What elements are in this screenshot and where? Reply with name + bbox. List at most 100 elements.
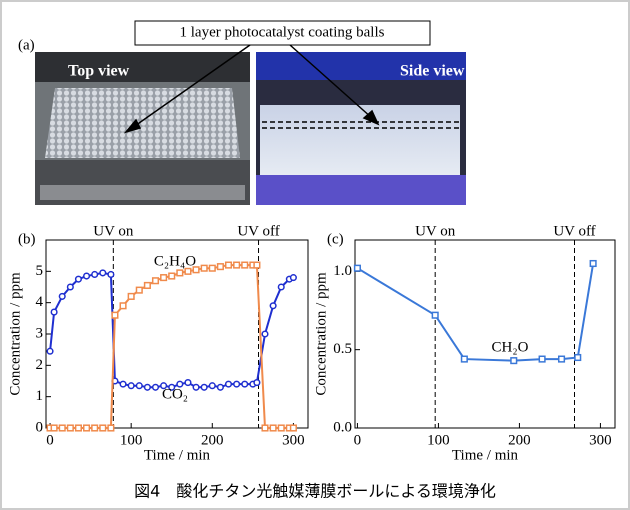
panel-label: (a) — [18, 37, 35, 53]
x-tick-label: 100 — [427, 432, 450, 448]
x-axis-label: Time / min — [452, 447, 519, 463]
point — [153, 278, 159, 284]
point — [254, 380, 260, 386]
point — [193, 267, 199, 273]
point — [145, 384, 151, 390]
point — [575, 355, 581, 361]
x-tick-label: 0 — [354, 432, 362, 448]
x-tick-label: 200 — [508, 432, 531, 448]
point — [100, 270, 106, 276]
y-tick-label: 5 — [36, 263, 44, 279]
y-axis-label: Concentration / ppm — [7, 272, 23, 396]
point — [51, 309, 57, 315]
point — [68, 425, 74, 431]
point — [193, 384, 199, 390]
y-tick-label: 2 — [36, 357, 44, 373]
callout: 1 layer photocatalyst coating balls — [180, 24, 385, 40]
point — [201, 265, 207, 271]
point — [226, 262, 232, 268]
y-tick-label: 0 — [36, 419, 44, 435]
point — [432, 312, 438, 318]
x-axis-label: Time / min — [144, 447, 211, 463]
point — [262, 425, 268, 431]
point — [209, 265, 215, 271]
photo-label: Side view — [400, 63, 465, 80]
point — [355, 265, 361, 271]
point — [242, 381, 248, 387]
y-axis-label: Concentration / ppm — [313, 272, 329, 396]
point — [100, 425, 106, 431]
y-tick-label: 1 — [36, 388, 44, 404]
point — [226, 381, 232, 387]
x-tick-label: 300 — [589, 432, 612, 448]
series-label: CO₂ — [162, 386, 188, 402]
point — [177, 270, 183, 276]
point — [128, 294, 134, 300]
panel-label: (b) — [18, 231, 36, 247]
photo-label: Top view — [68, 63, 130, 80]
point — [539, 356, 545, 362]
series-label: CH₂O — [492, 339, 529, 355]
point — [84, 425, 90, 431]
figure: (a) Top view Side view 1 layer photocata… — [0, 0, 630, 510]
uv-label: UV off — [553, 223, 595, 239]
point — [51, 425, 57, 431]
point — [218, 264, 224, 270]
point — [59, 294, 65, 300]
point — [590, 261, 596, 267]
point — [145, 283, 151, 289]
point — [120, 303, 126, 309]
point — [291, 425, 297, 431]
point — [511, 358, 517, 364]
point — [108, 425, 114, 431]
point — [559, 356, 565, 362]
caption: 図4 酸化チタン光触媒薄膜ボールによる環境浄化 — [134, 482, 496, 501]
point — [254, 262, 260, 268]
point — [201, 384, 207, 390]
point — [76, 276, 82, 282]
point — [47, 348, 53, 354]
point — [462, 356, 468, 362]
y-tick-label: 3 — [36, 325, 44, 341]
point — [234, 262, 240, 268]
point — [92, 425, 98, 431]
y-tick-label: 1.0 — [333, 263, 352, 279]
series-label: C₂H₄O — [154, 253, 196, 269]
point — [185, 269, 191, 275]
point — [108, 272, 114, 278]
point — [270, 303, 276, 309]
point — [185, 380, 191, 386]
point — [84, 273, 90, 279]
point — [136, 383, 142, 389]
point — [112, 312, 118, 318]
point — [234, 381, 240, 387]
point — [136, 287, 142, 293]
point — [278, 284, 284, 290]
point — [59, 425, 65, 431]
point — [76, 425, 82, 431]
uv-label: UV off — [237, 223, 279, 239]
point — [161, 275, 167, 281]
point — [278, 425, 284, 431]
point — [218, 384, 224, 390]
point — [128, 383, 134, 389]
point — [209, 383, 215, 389]
y-tick-label: 0.5 — [333, 341, 352, 357]
x-tick-label: 0 — [46, 432, 54, 448]
point — [270, 425, 276, 431]
point — [242, 262, 248, 268]
point — [291, 275, 297, 281]
point — [262, 331, 268, 337]
point — [153, 384, 159, 390]
x-tick-label: 300 — [282, 432, 305, 448]
uv-label: UV on — [93, 223, 134, 239]
x-tick-label: 100 — [120, 432, 143, 448]
uv-label: UV on — [415, 223, 456, 239]
x-tick-label: 200 — [201, 432, 224, 448]
point — [68, 284, 74, 290]
point — [169, 273, 175, 279]
point — [92, 272, 98, 278]
y-tick-label: 0.0 — [333, 419, 352, 435]
panel-label: (c) — [327, 231, 344, 247]
y-tick-label: 4 — [36, 294, 44, 310]
